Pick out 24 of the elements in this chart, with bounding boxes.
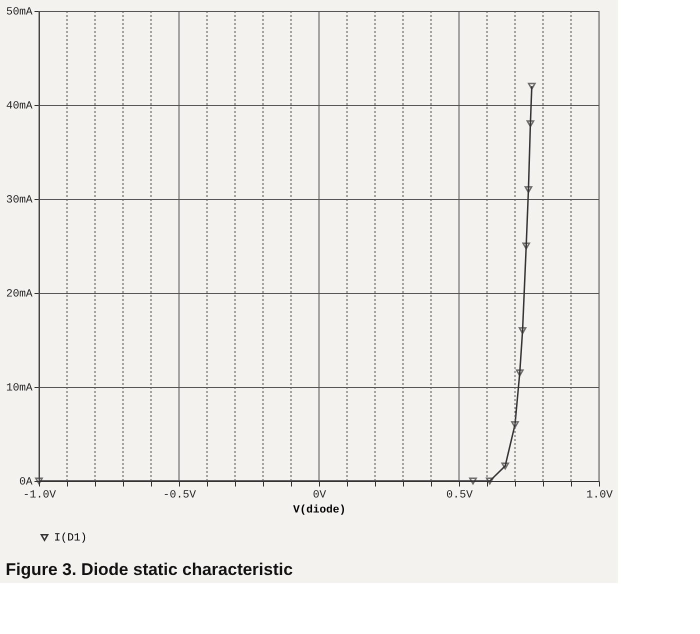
point [526,120,534,128]
point [486,478,494,484]
x-axis-title: V(diode) [293,504,346,516]
y-tick-label: 0A [19,476,33,488]
point [522,242,530,250]
legend-label: I(D1) [54,532,88,544]
caption: Figure 3. Diode static characteristic [6,560,293,579]
x-tick-label: 0V [312,490,326,502]
point [524,186,532,194]
y-tick-label: 10mA [6,382,33,394]
y-tick-label: 40mA [6,100,33,112]
point [501,462,510,470]
x-tick-label: -0.5V [162,490,196,502]
y-tick-label: 20mA [6,288,33,300]
y-tick-label: 50mA [6,6,33,18]
point [518,327,526,334]
x-tick-label: 0.5V [446,490,474,502]
point [469,478,477,484]
x-tick-label: 1.0V [586,490,614,502]
point [511,421,519,428]
y-tick-label: 30mA [6,194,33,206]
point [516,369,524,376]
point [528,82,536,90]
x-tick-label: -1.0V [22,490,56,502]
